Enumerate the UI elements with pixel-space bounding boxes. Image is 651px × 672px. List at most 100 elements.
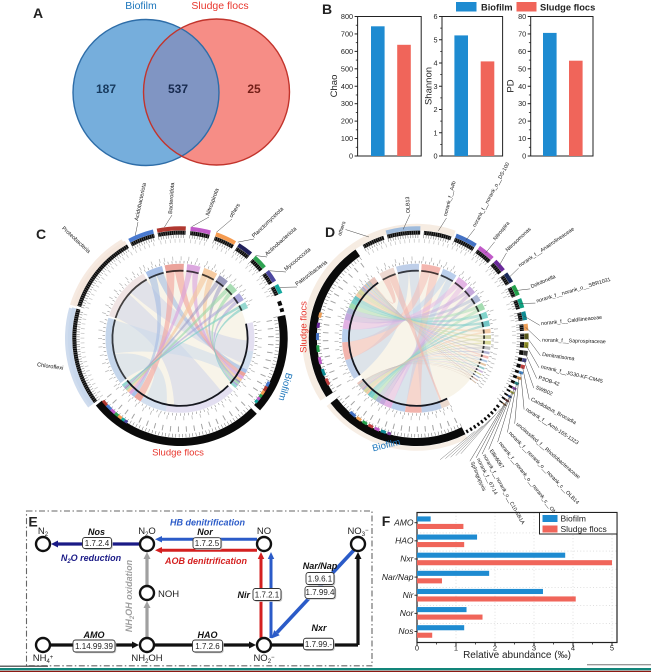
svg-text:5: 5 <box>610 644 614 653</box>
svg-text:Sludge flocs: Sludge flocs <box>540 3 595 13</box>
svg-text:Sludge flocs: Sludge flocs <box>152 448 204 459</box>
svg-text:1.7.2.5: 1.7.2.5 <box>195 539 220 548</box>
svg-text:A: A <box>33 5 43 21</box>
svg-text:1.14.99.39: 1.14.99.39 <box>75 642 113 651</box>
svg-text:Nir: Nir <box>237 590 250 600</box>
svg-text:AOB denitrification: AOB denitrification <box>164 556 248 566</box>
svg-text:Chao: Chao <box>329 75 340 98</box>
svg-text:others: others <box>229 203 242 220</box>
svg-text:800: 800 <box>341 12 353 21</box>
svg-text:Nitrospirota: Nitrospirota <box>205 187 221 217</box>
svg-text:Actinobacteriota: Actinobacteriota <box>264 226 298 258</box>
svg-text:50: 50 <box>518 64 526 73</box>
svg-text:Relative abundance (‰): Relative abundance (‰) <box>463 650 571 661</box>
svg-text:norank_f__Caldilineaceae: norank_f__Caldilineaceae <box>541 315 603 327</box>
svg-text:4: 4 <box>433 59 437 68</box>
svg-text:Biofilm: Biofilm <box>481 3 513 13</box>
svg-text:3: 3 <box>433 82 437 91</box>
svg-text:1: 1 <box>454 644 458 653</box>
svg-text:AMO: AMO <box>393 517 414 527</box>
svg-text:Sludge flocs: Sludge flocs <box>299 301 310 353</box>
svg-text:1.7.2.4: 1.7.2.4 <box>85 539 110 548</box>
svg-text:Proteobacteria: Proteobacteria <box>60 226 91 256</box>
svg-text:norank_f__Saprospiraceae: norank_f__Saprospiraceae <box>542 338 606 346</box>
svg-text:NO: NO <box>257 526 271 537</box>
svg-text:Planctomycetota: Planctomycetota <box>251 206 286 240</box>
svg-text:Sludge flocs: Sludge flocs <box>191 0 248 12</box>
svg-text:Nor: Nor <box>197 527 213 537</box>
svg-text:80: 80 <box>518 12 526 21</box>
svg-text:0: 0 <box>349 152 353 161</box>
svg-text:30: 30 <box>518 99 526 108</box>
svg-text:OLB13: OLB13 <box>405 196 412 213</box>
svg-text:PD: PD <box>506 79 517 92</box>
svg-text:70: 70 <box>518 29 526 38</box>
svg-text:1.7.99.4: 1.7.99.4 <box>306 588 335 597</box>
svg-text:F: F <box>382 513 391 529</box>
svg-text:Candidatus_Brocadia: Candidatus_Brocadia <box>530 397 577 426</box>
svg-text:NO2−: NO2− <box>253 653 275 665</box>
svg-text:Nxr: Nxr <box>311 623 327 633</box>
svg-text:60: 60 <box>518 47 526 56</box>
svg-text:5: 5 <box>433 35 437 44</box>
svg-text:187: 187 <box>96 82 116 96</box>
svg-text:Nos: Nos <box>88 527 105 537</box>
svg-text:Myxococcota: Myxococcota <box>283 246 313 272</box>
svg-text:20: 20 <box>518 117 526 126</box>
svg-text:E: E <box>28 514 37 530</box>
svg-text:N2: N2 <box>38 526 49 538</box>
svg-text:1.7.2.1: 1.7.2.1 <box>255 590 280 599</box>
svg-text:537: 537 <box>168 82 188 96</box>
svg-text:Denitratisoma: Denitratisoma <box>542 352 575 362</box>
svg-text:HAO: HAO <box>395 536 414 546</box>
svg-text:1.7.2.6: 1.7.2.6 <box>195 642 220 651</box>
svg-text:0: 0 <box>433 152 437 161</box>
svg-text:Nar/Nap: Nar/Nap <box>382 572 414 582</box>
svg-text:NO3−: NO3− <box>347 526 369 538</box>
svg-text:Nitrospira: Nitrospira <box>492 221 511 242</box>
svg-text:Nxr: Nxr <box>400 554 414 564</box>
svg-text:Biofilm: Biofilm <box>125 0 157 12</box>
svg-text:NH2OH: NH2OH <box>131 653 162 665</box>
svg-text:2: 2 <box>493 644 497 653</box>
svg-text:4: 4 <box>571 644 575 653</box>
svg-text:HAO: HAO <box>198 630 218 640</box>
svg-text:0: 0 <box>415 644 419 653</box>
svg-text:2: 2 <box>433 105 437 114</box>
svg-text:0: 0 <box>522 152 526 161</box>
svg-text:Dokdonella: Dokdonella <box>530 274 557 290</box>
svg-text:Biofilm: Biofilm <box>561 514 587 524</box>
svg-text:NH2OH oxidation: NH2OH oxidation <box>124 559 136 632</box>
svg-text:B: B <box>322 1 332 17</box>
svg-text:norank_f__norank_o__DS-100: norank_f__norank_o__DS-100 <box>472 162 511 229</box>
svg-text:NOH: NOH <box>158 589 179 600</box>
svg-text:Bacteroidota: Bacteroidota <box>168 182 176 215</box>
svg-text:Shannon: Shannon <box>424 67 435 105</box>
svg-text:400: 400 <box>341 82 353 91</box>
svg-text:Nos: Nos <box>398 626 414 636</box>
svg-text:Nir: Nir <box>403 590 415 600</box>
svg-text:others: others <box>337 220 347 236</box>
svg-text:AMO: AMO <box>83 630 105 640</box>
svg-text:10: 10 <box>518 134 526 143</box>
svg-text:Acidobacteriota: Acidobacteriota <box>134 182 148 222</box>
svg-text:40: 40 <box>518 82 526 91</box>
svg-text:1.7.99.-: 1.7.99.- <box>305 640 332 649</box>
svg-text:1: 1 <box>433 128 437 137</box>
svg-text:Nitrosomonas: Nitrosomonas <box>505 226 533 253</box>
svg-text:500: 500 <box>341 64 353 73</box>
svg-text:Nar/Nap: Nar/Nap <box>303 561 338 571</box>
svg-text:200: 200 <box>341 117 353 126</box>
svg-text:600: 600 <box>341 47 353 56</box>
svg-text:100: 100 <box>341 134 353 143</box>
svg-text:700: 700 <box>341 29 353 38</box>
svg-text:norank_f__A4b: norank_f__A4b <box>443 181 458 217</box>
svg-text:N2O reduction: N2O reduction <box>61 553 122 565</box>
svg-text:6: 6 <box>433 12 437 21</box>
svg-text:Sludge flocs: Sludge flocs <box>561 524 607 534</box>
svg-text:HB denitrification: HB denitrification <box>170 518 246 528</box>
svg-text:1.9.6.1: 1.9.6.1 <box>308 574 333 583</box>
svg-text:SWB02: SWB02 <box>534 385 553 398</box>
svg-text:D: D <box>325 224 335 240</box>
svg-text:300: 300 <box>341 99 353 108</box>
